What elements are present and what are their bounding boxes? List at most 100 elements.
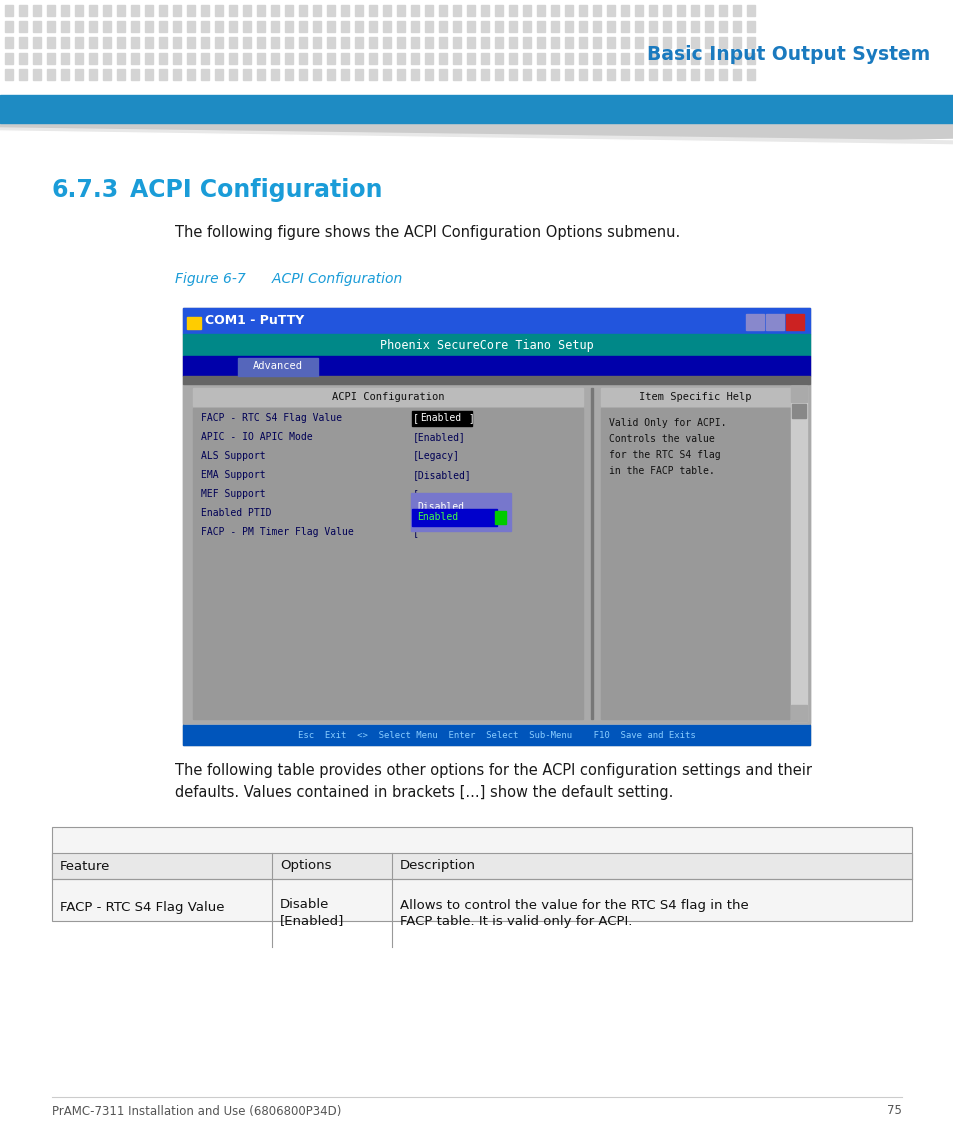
Bar xyxy=(89,69,97,80)
Bar xyxy=(145,37,152,48)
Bar xyxy=(285,69,293,80)
Bar xyxy=(467,21,475,32)
Bar xyxy=(256,69,265,80)
Bar xyxy=(243,37,251,48)
Bar xyxy=(172,37,181,48)
Bar xyxy=(467,5,475,16)
Polygon shape xyxy=(0,131,953,171)
Bar xyxy=(229,5,236,16)
Bar xyxy=(648,21,657,32)
Bar xyxy=(495,53,502,64)
Bar xyxy=(103,21,111,32)
Text: Enabled: Enabled xyxy=(419,413,460,423)
Bar xyxy=(103,37,111,48)
Bar xyxy=(412,411,472,426)
Bar xyxy=(327,21,335,32)
Text: ]: ] xyxy=(468,413,474,423)
Text: Figure 6-7      ACPI Configuration: Figure 6-7 ACPI Configuration xyxy=(174,273,402,286)
Bar xyxy=(765,314,783,330)
Bar xyxy=(593,21,600,32)
Text: FACP - RTC S4 Flag Value: FACP - RTC S4 Flag Value xyxy=(60,900,224,914)
Bar xyxy=(396,69,405,80)
Bar xyxy=(411,5,418,16)
Bar xyxy=(606,37,615,48)
Bar xyxy=(522,21,531,32)
Bar xyxy=(117,5,125,16)
Bar xyxy=(229,21,236,32)
Bar xyxy=(19,69,27,80)
Bar xyxy=(704,37,712,48)
Bar xyxy=(298,21,307,32)
Bar xyxy=(677,5,684,16)
Bar xyxy=(61,69,69,80)
Bar xyxy=(467,37,475,48)
Bar xyxy=(75,53,83,64)
Bar xyxy=(61,21,69,32)
Bar xyxy=(790,705,806,721)
Bar xyxy=(131,69,139,80)
Bar xyxy=(537,37,544,48)
Text: [: [ xyxy=(413,413,418,423)
Bar xyxy=(47,53,55,64)
Text: Item Specific Help: Item Specific Help xyxy=(639,392,751,402)
Text: Basic Input Output System: Basic Input Output System xyxy=(646,46,929,64)
Bar xyxy=(131,53,139,64)
Bar xyxy=(480,37,489,48)
Text: FACP table. It is valid only for ACPI.: FACP table. It is valid only for ACPI. xyxy=(399,915,632,927)
Text: Allows to control the value for the RTC S4 flag in the: Allows to control the value for the RTC … xyxy=(399,899,748,911)
Bar xyxy=(453,5,460,16)
Bar xyxy=(145,5,152,16)
Bar xyxy=(340,21,349,32)
Text: FACP - RTC S4 Flag Value: FACP - RTC S4 Flag Value xyxy=(201,413,341,423)
Text: [: [ xyxy=(413,527,418,537)
Bar xyxy=(411,21,418,32)
Bar xyxy=(243,21,251,32)
Bar xyxy=(635,5,642,16)
Bar xyxy=(145,53,152,64)
Bar xyxy=(578,5,586,16)
Bar xyxy=(298,69,307,80)
Bar xyxy=(243,69,251,80)
Bar xyxy=(298,5,307,16)
Text: MEF Support: MEF Support xyxy=(201,489,265,499)
Bar xyxy=(790,386,806,721)
Text: Table 6-7 ACPI Settings: Table 6-7 ACPI Settings xyxy=(174,831,335,845)
Bar xyxy=(424,37,433,48)
Bar xyxy=(509,5,517,16)
Bar xyxy=(355,21,363,32)
Bar xyxy=(509,21,517,32)
Bar xyxy=(229,69,236,80)
Bar xyxy=(201,21,209,32)
Bar xyxy=(183,356,809,376)
Bar xyxy=(369,37,376,48)
Bar xyxy=(243,53,251,64)
Bar xyxy=(355,5,363,16)
Text: [Disabled]: [Disabled] xyxy=(413,469,471,480)
Bar xyxy=(187,317,201,329)
Bar xyxy=(183,308,809,745)
Bar xyxy=(396,53,405,64)
Bar xyxy=(369,69,376,80)
Bar xyxy=(578,53,586,64)
Bar xyxy=(677,37,684,48)
Text: [: [ xyxy=(413,508,418,518)
Bar xyxy=(677,69,684,80)
Bar xyxy=(19,21,27,32)
Text: 6.7.3: 6.7.3 xyxy=(52,177,119,202)
Bar xyxy=(256,21,265,32)
Bar xyxy=(214,5,223,16)
Bar xyxy=(187,53,194,64)
Bar xyxy=(790,386,806,402)
Bar xyxy=(522,37,531,48)
Bar xyxy=(131,37,139,48)
Bar xyxy=(467,69,475,80)
Bar xyxy=(214,21,223,32)
Bar xyxy=(229,37,236,48)
Bar xyxy=(89,5,97,16)
Bar xyxy=(746,5,754,16)
Bar xyxy=(564,53,573,64)
Bar xyxy=(117,53,125,64)
Bar xyxy=(690,53,699,64)
Bar xyxy=(677,21,684,32)
Bar xyxy=(369,21,376,32)
